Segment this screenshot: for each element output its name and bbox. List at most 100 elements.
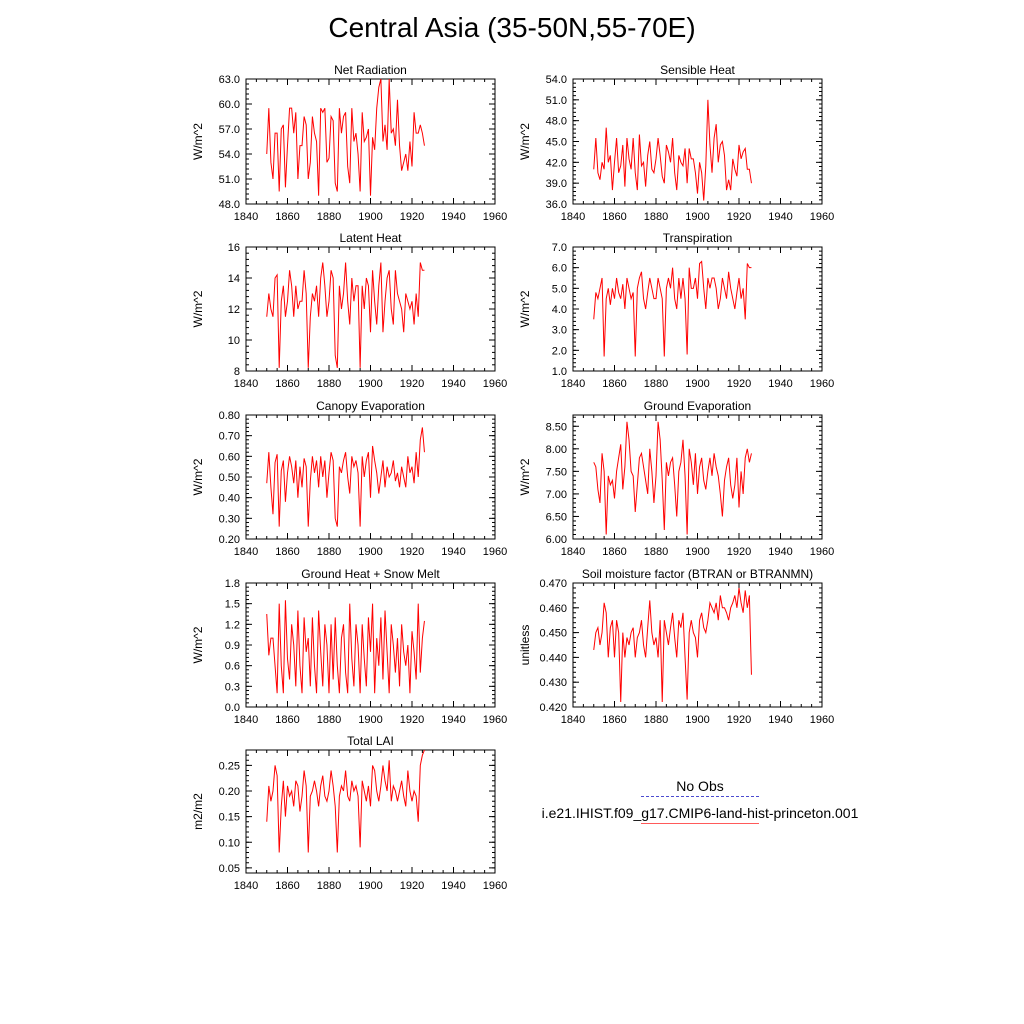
x-tick-label: 1900 bbox=[685, 546, 709, 558]
y-tick-label: 45.0 bbox=[546, 137, 567, 149]
x-tick-label: 1920 bbox=[727, 378, 751, 390]
x-tick-label: 1920 bbox=[400, 546, 424, 558]
y-tick-label: 0.50 bbox=[219, 472, 240, 484]
y-tick-label: 63.0 bbox=[219, 74, 240, 86]
x-tick-label: 1880 bbox=[317, 211, 341, 223]
chart-panel-3: Latent Heat W/m^2 1840 1860 1880 1900 1920 1940… bbox=[191, 231, 507, 390]
y-tick-label: 36.0 bbox=[546, 199, 567, 211]
y-tick-label: 0.3 bbox=[225, 681, 240, 693]
x-tick-label: 1860 bbox=[602, 211, 626, 223]
x-tick-label: 1860 bbox=[275, 378, 299, 390]
x-tick-label: 1920 bbox=[400, 880, 424, 892]
y-tick-label: 8.00 bbox=[546, 444, 567, 456]
x-tick-label: 1860 bbox=[602, 546, 626, 558]
y-tick-label: 60.0 bbox=[219, 99, 240, 111]
x-tick-label: 1940 bbox=[768, 546, 792, 558]
y-tick-label: 1.8 bbox=[225, 578, 240, 590]
x-tick-label: 1960 bbox=[483, 378, 507, 390]
x-tick-label: 1900 bbox=[358, 378, 382, 390]
x-tick-label: 1940 bbox=[441, 880, 465, 892]
y-tick-label: 48.0 bbox=[546, 116, 567, 128]
x-tick-label: 1860 bbox=[275, 880, 299, 892]
data-series-line bbox=[266, 427, 425, 527]
legend: No Obs i.e21.IHIST.f09_g17.CMIP6-land-hi… bbox=[530, 778, 870, 832]
y-tick-label: 0.60 bbox=[219, 451, 240, 463]
data-series-line bbox=[266, 262, 425, 368]
x-tick-label: 1840 bbox=[561, 714, 585, 726]
y-tick-label: 6.50 bbox=[546, 511, 567, 523]
y-tick-label: 6.00 bbox=[546, 534, 567, 546]
y-tick-label: 0.440 bbox=[539, 652, 567, 664]
panel-title: Latent Heat bbox=[339, 231, 402, 245]
y-tick-label: 0.15 bbox=[219, 812, 240, 824]
plot-frame bbox=[245, 414, 496, 540]
legend-obs-label: No Obs bbox=[676, 778, 724, 794]
x-tick-label: 1880 bbox=[317, 378, 341, 390]
x-tick-label: 1880 bbox=[644, 714, 668, 726]
x-tick-label: 1840 bbox=[561, 378, 585, 390]
panel-title: Transpiration bbox=[663, 231, 733, 245]
panel-title: Ground Heat + Snow Melt bbox=[301, 567, 440, 581]
chart-panel-4: Transpiration W/m^2 1840 1860 1880 1900 1920 19… bbox=[518, 231, 834, 390]
y-axis-label: W/m^2 bbox=[518, 290, 532, 327]
y-tick-label: 0.450 bbox=[539, 628, 567, 640]
y-axis-label: W/m^2 bbox=[518, 123, 532, 160]
x-tick-label: 1920 bbox=[727, 546, 751, 558]
x-tick-label: 1880 bbox=[644, 211, 668, 223]
y-axis-label: W/m^2 bbox=[191, 626, 205, 663]
x-tick-label: 1860 bbox=[275, 546, 299, 558]
x-tick-label: 1840 bbox=[561, 546, 585, 558]
y-tick-label: 2.0 bbox=[552, 345, 567, 357]
chart-panel-5: Canopy Evaporation W/m^2 1840 1860 1880 1900 1… bbox=[191, 399, 507, 558]
x-tick-label: 1960 bbox=[810, 546, 834, 558]
panel-title: Sensible Heat bbox=[660, 63, 735, 77]
figure-title: Central Asia (35-50N,55-70E) bbox=[328, 12, 696, 43]
x-tick-label: 1860 bbox=[275, 211, 299, 223]
y-tick-label: 51.0 bbox=[546, 95, 567, 107]
plot-frame bbox=[572, 582, 823, 708]
x-tick-label: 1840 bbox=[234, 546, 258, 558]
y-axis-label: W/m^2 bbox=[191, 123, 205, 160]
y-tick-label: 0.10 bbox=[219, 837, 240, 849]
y-tick-label: 0.25 bbox=[219, 760, 240, 772]
panel-title: Net Radiation bbox=[334, 63, 407, 77]
plot-frame bbox=[572, 414, 823, 540]
x-tick-label: 1960 bbox=[810, 211, 834, 223]
x-tick-label: 1840 bbox=[234, 714, 258, 726]
y-tick-label: 1.0 bbox=[552, 366, 567, 378]
chart-panel-9: Total LAI m2/m2 1840 1860 1880 1900 1920 1940 19… bbox=[191, 734, 507, 892]
y-tick-label: 7.50 bbox=[546, 466, 567, 478]
x-tick-label: 1860 bbox=[275, 714, 299, 726]
x-tick-label: 1920 bbox=[400, 714, 424, 726]
x-tick-label: 1940 bbox=[441, 211, 465, 223]
y-tick-label: 0.40 bbox=[219, 493, 240, 505]
y-tick-label: 7.00 bbox=[546, 489, 567, 501]
x-tick-label: 1900 bbox=[358, 546, 382, 558]
x-tick-label: 1940 bbox=[768, 378, 792, 390]
data-series-line bbox=[266, 78, 425, 196]
x-tick-label: 1940 bbox=[768, 211, 792, 223]
y-tick-label: 1.5 bbox=[225, 599, 240, 611]
y-tick-label: 0.0 bbox=[225, 702, 240, 714]
y-tick-label: 0.70 bbox=[219, 431, 240, 443]
y-tick-label: 42.0 bbox=[546, 157, 567, 169]
y-tick-label: 14 bbox=[228, 273, 240, 285]
x-tick-label: 1920 bbox=[727, 211, 751, 223]
x-tick-label: 1880 bbox=[317, 880, 341, 892]
data-series-line bbox=[593, 587, 752, 703]
x-tick-label: 1840 bbox=[234, 378, 258, 390]
y-tick-label: 0.30 bbox=[219, 513, 240, 525]
data-series-line bbox=[266, 749, 425, 853]
y-axis-label: W/m^2 bbox=[518, 458, 532, 495]
x-tick-label: 1840 bbox=[561, 211, 585, 223]
x-tick-label: 1960 bbox=[483, 714, 507, 726]
y-tick-label: 1.2 bbox=[225, 619, 240, 631]
y-tick-label: 0.6 bbox=[225, 661, 240, 673]
data-series-line bbox=[266, 600, 425, 694]
y-axis-label: W/m^2 bbox=[191, 290, 205, 327]
chart-panel-6: Ground Evaporation W/m^2 1840 1860 1880 1900 1… bbox=[518, 399, 834, 558]
data-series-line bbox=[593, 421, 752, 535]
y-tick-label: 10 bbox=[228, 335, 240, 347]
x-tick-label: 1860 bbox=[602, 378, 626, 390]
